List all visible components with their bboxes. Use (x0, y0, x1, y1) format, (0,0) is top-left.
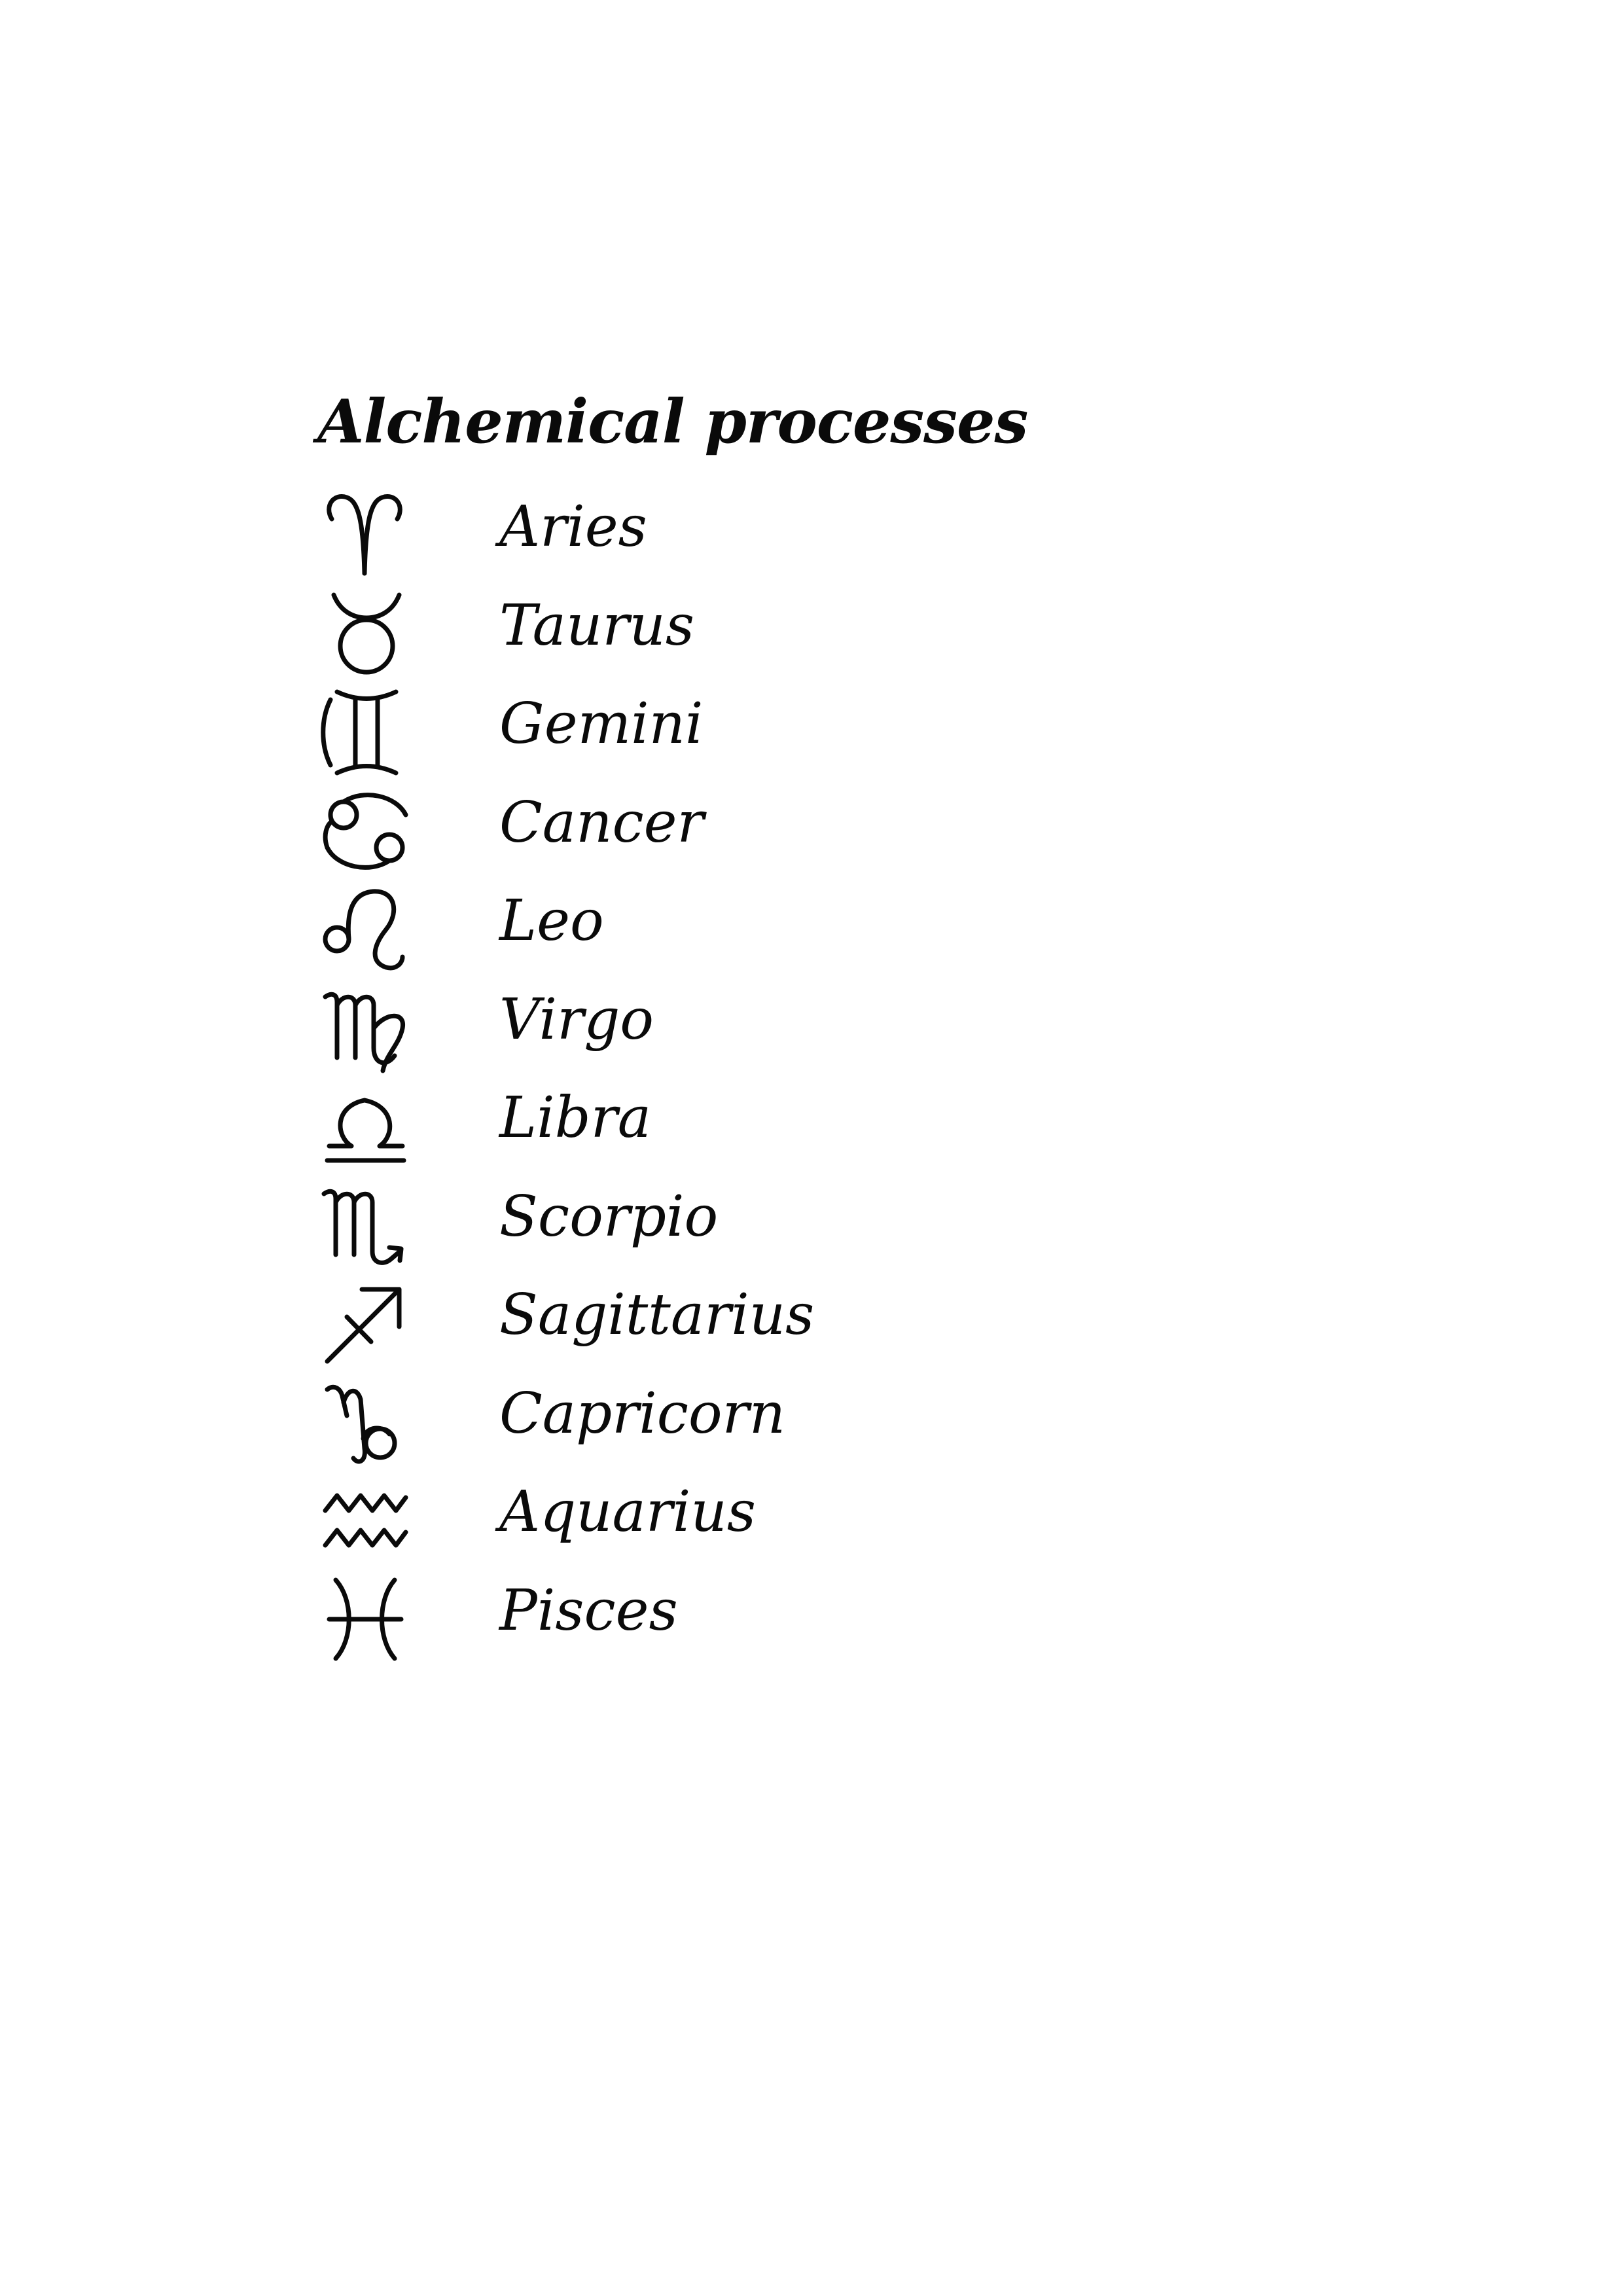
page-title: Alchemical processes (317, 386, 1028, 457)
list-item-libra: Libra (317, 1081, 1103, 1179)
taurus-icon (317, 588, 416, 680)
libra-icon (317, 1081, 416, 1172)
list-item-scorpio: Scorpio (317, 1179, 1103, 1278)
gemini-icon (317, 687, 416, 778)
sign-label: Scorpio (499, 1183, 719, 1249)
list-item-capricorn: Capricorn (317, 1376, 1103, 1475)
list-item-aries: Aries (317, 490, 1103, 588)
list-item-taurus: Taurus (317, 588, 1103, 687)
virgo-icon (317, 982, 416, 1074)
sign-label: Pisces (499, 1577, 678, 1643)
sign-label: Sagittarius (499, 1282, 815, 1348)
zodiac-list: Aries Taurus Gemini (317, 490, 1103, 1672)
sign-label: Aries (499, 494, 647, 560)
list-item-virgo: Virgo (317, 982, 1103, 1081)
list-item-leo: Leo (317, 884, 1103, 982)
list-item-cancer: Cancer (317, 785, 1103, 884)
list-item-pisces: Pisces (317, 1573, 1103, 1672)
list-item-aquarius: Aquarius (317, 1475, 1103, 1573)
cancer-icon (317, 785, 416, 877)
sign-label: Leo (499, 888, 604, 954)
sign-label: Aquarius (499, 1479, 756, 1545)
capricorn-icon (317, 1376, 416, 1468)
list-item-gemini: Gemini (317, 687, 1103, 785)
sign-label: Capricorn (499, 1380, 786, 1446)
sign-label: Gemini (499, 691, 704, 757)
leo-icon (317, 884, 416, 975)
sign-label: Virgo (499, 986, 654, 1052)
sign-label: Libra (499, 1085, 652, 1151)
aries-icon (317, 490, 416, 581)
list-item-sagittarius: Sagittarius (317, 1278, 1103, 1376)
sign-label: Cancer (499, 789, 704, 855)
sagittarius-icon (317, 1278, 416, 1369)
pisces-icon (317, 1573, 416, 1665)
sign-label: Taurus (499, 592, 694, 658)
scorpio-icon (317, 1179, 416, 1271)
aquarius-icon (317, 1475, 416, 1566)
